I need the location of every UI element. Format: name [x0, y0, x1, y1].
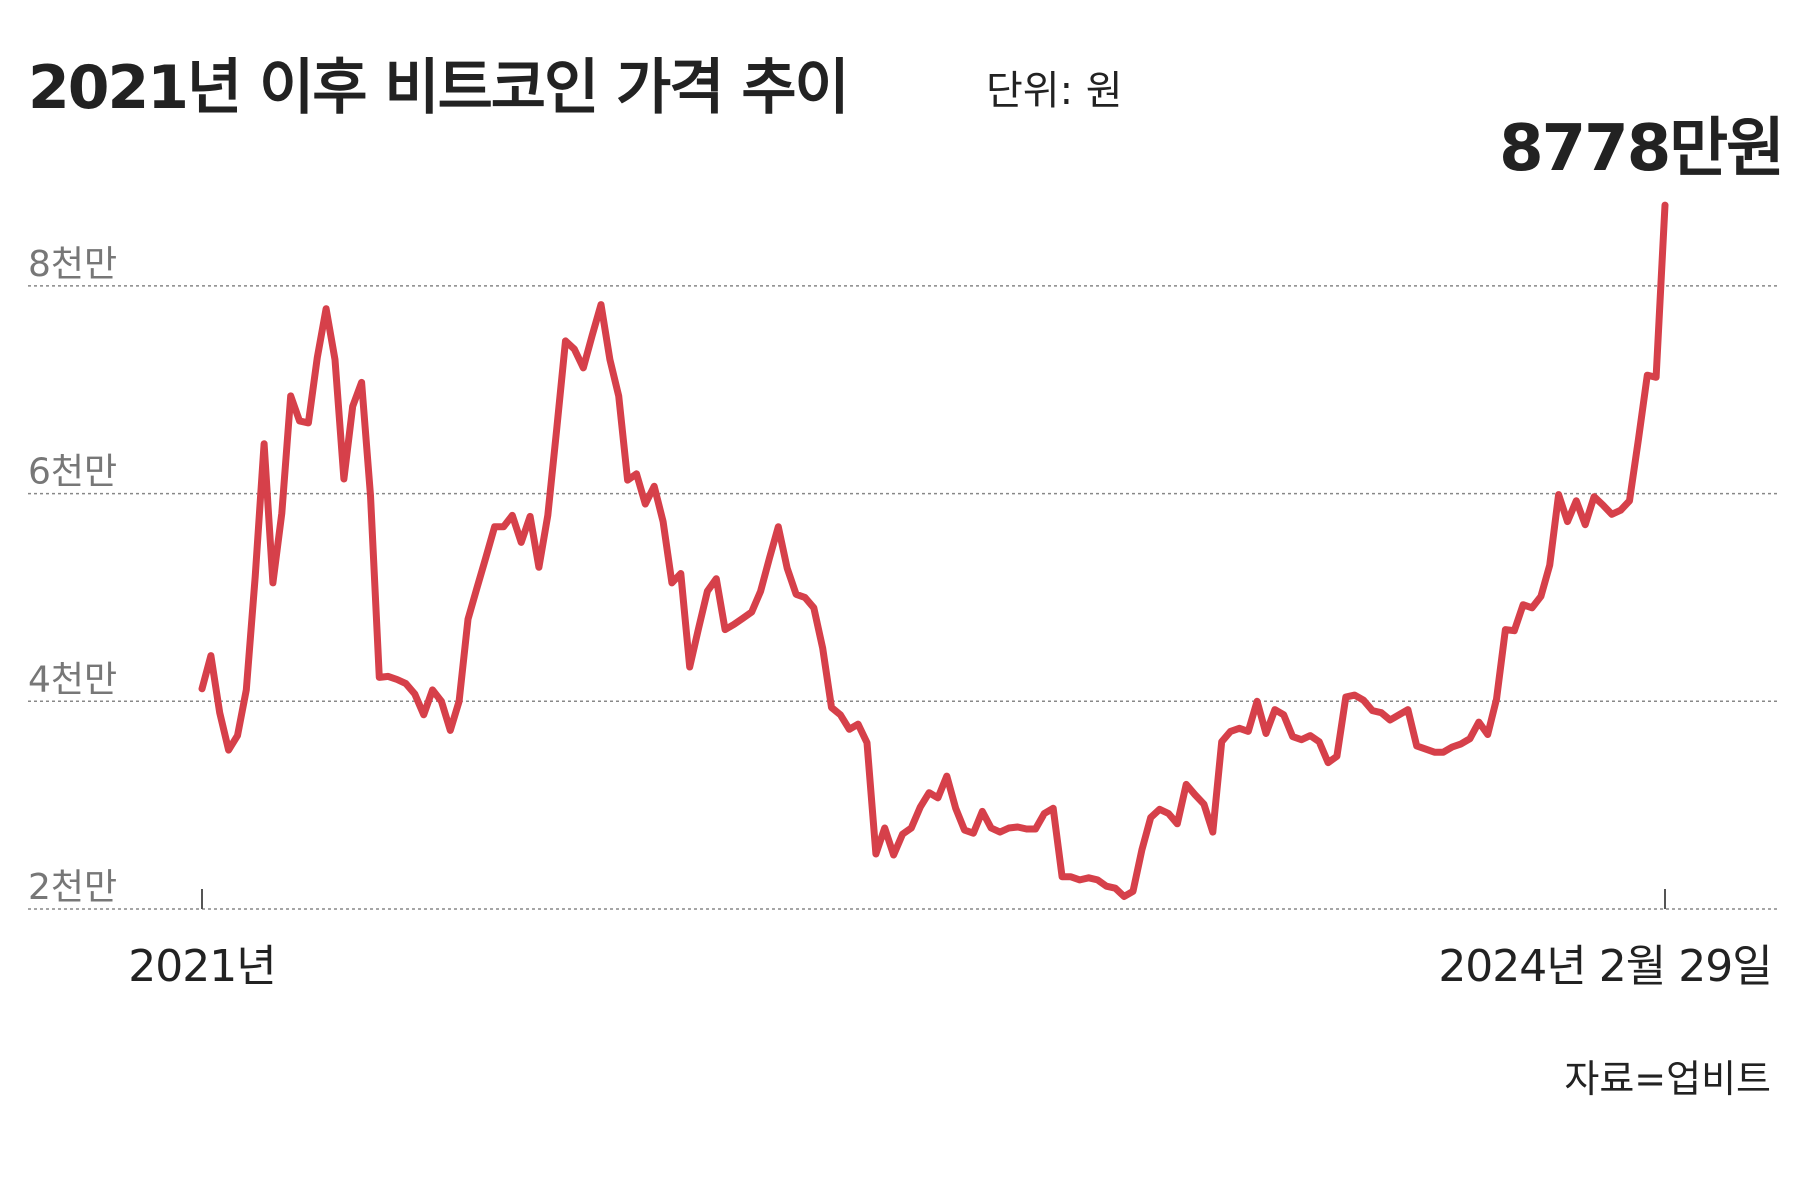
source: 자료=업비트 [1564, 1057, 1771, 1101]
price-line [198, 201, 1669, 900]
y-tick-label: 8천만 [28, 244, 117, 285]
x-tick-label: 2024년 2월 29일 [1438, 941, 1771, 992]
x-tick-label: 2021년 [128, 941, 275, 992]
unit-label: 단위: 원 [986, 68, 1123, 114]
chart-title: 2021년 이후 비트코인 가격 추이 [28, 53, 848, 123]
y-tick-label: 2천만 [28, 867, 117, 908]
y-tick-label: 6천만 [28, 452, 117, 493]
y-tick-label: 4천만 [28, 659, 117, 700]
latest-price-annotation: 8778만원 [1499, 112, 1783, 186]
